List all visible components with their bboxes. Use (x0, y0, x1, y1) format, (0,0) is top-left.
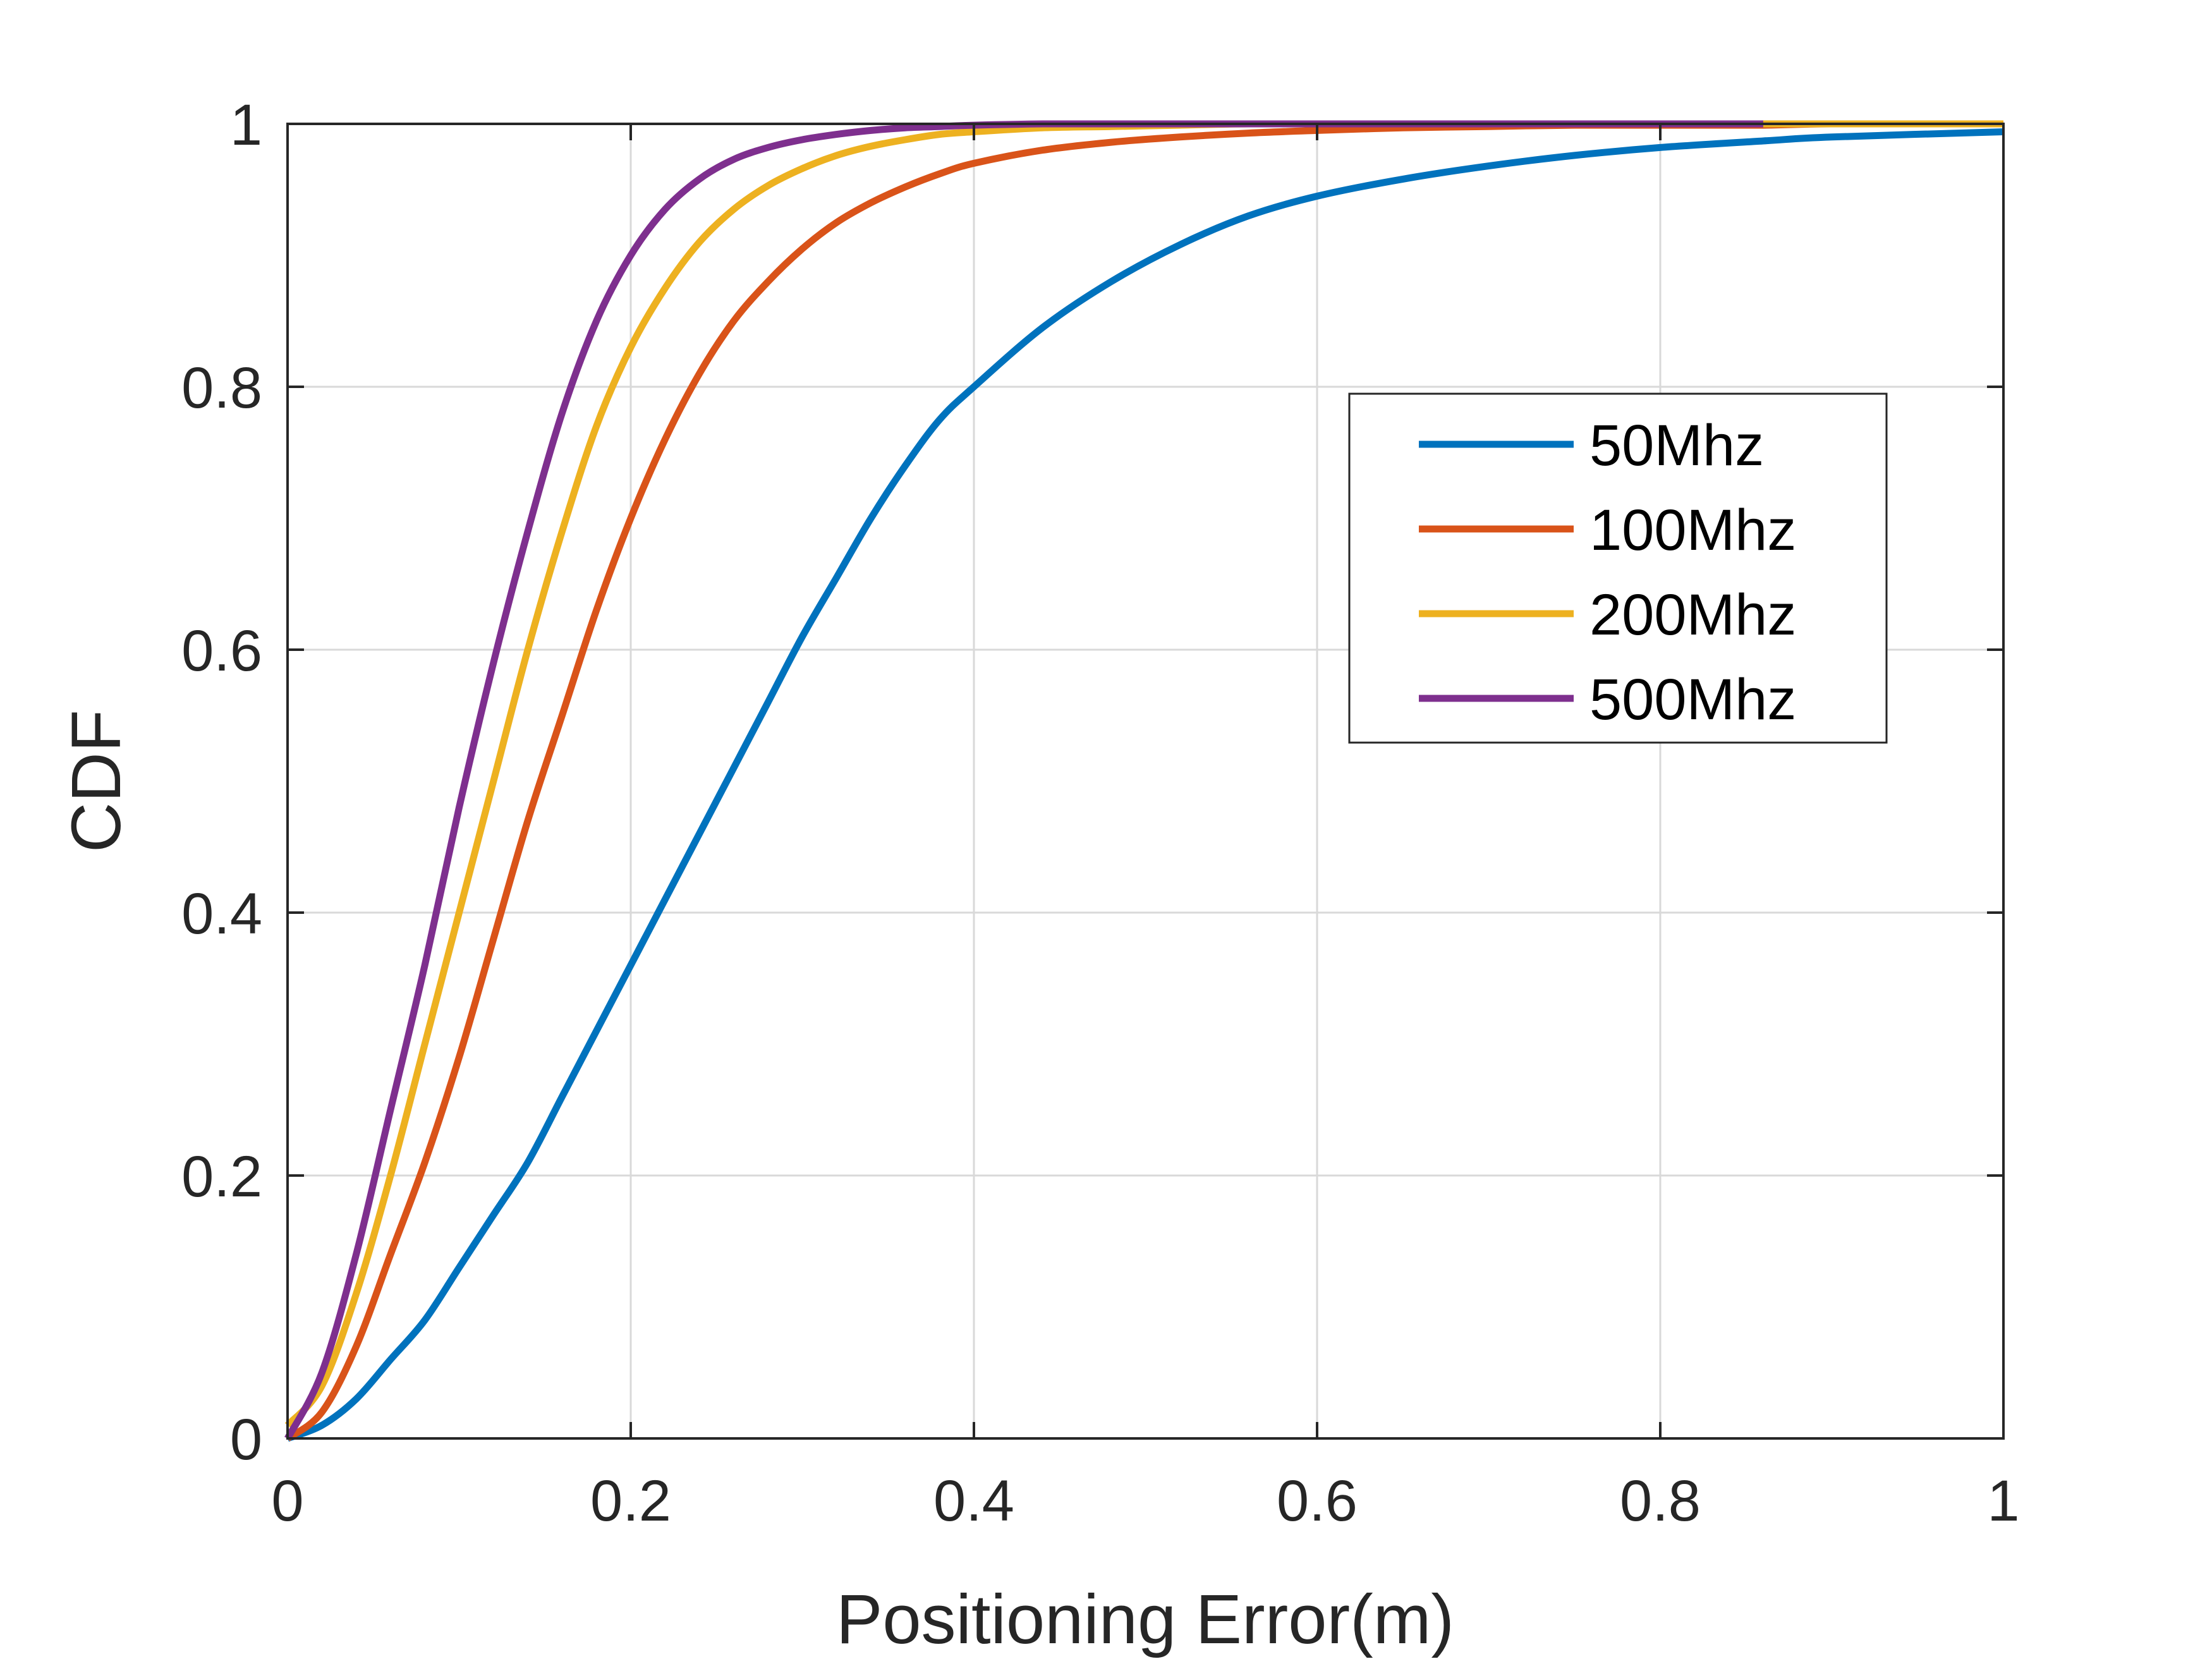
x-tick-label: 0.6 (1277, 1469, 1358, 1533)
plot-area (288, 124, 2003, 1438)
x-tick-label: 0.8 (1620, 1469, 1701, 1533)
y-tick-label: 0.4 (181, 882, 262, 946)
legend-label: 100Mhz (1589, 498, 1796, 562)
legend: 50Mhz 100Mhz 200Mhz 500Mhz (1348, 392, 1888, 744)
legend-label: 200Mhz (1589, 583, 1796, 647)
x-axis-label: Positioning Error(m) (836, 1581, 1454, 1658)
y-tick-label: 0.8 (181, 356, 262, 420)
y-tick-labels: 0 0.2 0.4 0.6 0.8 1 (181, 93, 262, 1472)
series-line-50mhz (286, 128, 2004, 1442)
y-tick-label: 0.2 (181, 1145, 262, 1209)
y-axis-label: CDF (58, 710, 135, 853)
legend-label: 500Mhz (1589, 667, 1796, 732)
y-tick-label: 0.6 (181, 619, 262, 683)
y-tick-label: 0 (230, 1407, 262, 1472)
y-tick-label: 1 (230, 93, 262, 157)
x-tick-labels: 0 0.2 0.4 0.6 0.8 1 (271, 1469, 2019, 1533)
ticks (286, 123, 2005, 1440)
axes-box (286, 123, 2005, 1440)
legend-box (1348, 392, 1888, 744)
legend-label: 50Mhz (1589, 413, 1764, 478)
x-tick-label: 0.2 (590, 1469, 671, 1533)
x-tick-label: 0 (271, 1469, 303, 1533)
x-tick-label: 1 (1987, 1469, 2019, 1533)
x-tick-label: 0.4 (933, 1469, 1014, 1533)
